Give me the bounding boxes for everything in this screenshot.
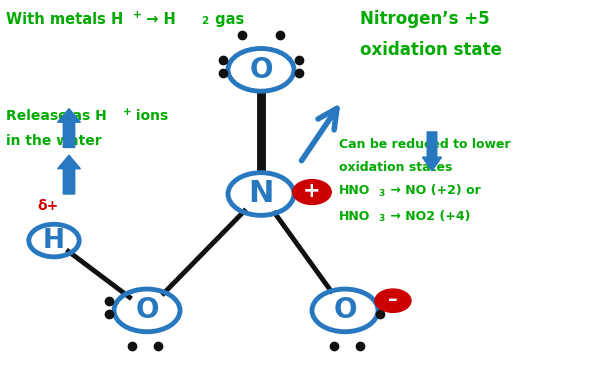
Text: 2: 2	[202, 16, 209, 26]
Circle shape	[293, 180, 331, 204]
Text: HNO: HNO	[339, 184, 370, 197]
Text: Release as H: Release as H	[6, 109, 107, 123]
Text: N: N	[248, 180, 274, 208]
Text: → NO2 (+4): → NO2 (+4)	[386, 210, 470, 223]
Text: –: –	[388, 291, 398, 309]
Text: +: +	[133, 10, 142, 20]
Text: δ+: δ+	[37, 199, 59, 213]
Text: Can be reduced to lower: Can be reduced to lower	[339, 138, 511, 151]
Text: oxidation states: oxidation states	[339, 161, 452, 174]
Circle shape	[375, 289, 411, 312]
Text: oxidation state: oxidation state	[360, 41, 502, 59]
Text: 3: 3	[378, 189, 384, 198]
Text: O: O	[333, 296, 357, 324]
Text: → NO (+2) or: → NO (+2) or	[386, 184, 481, 197]
Text: With metals H: With metals H	[6, 12, 123, 27]
Text: → H: → H	[141, 12, 176, 27]
Text: O: O	[135, 296, 159, 324]
Text: Nitrogen’s +5: Nitrogen’s +5	[360, 10, 490, 28]
Text: H: H	[43, 227, 65, 254]
Text: ions: ions	[131, 109, 168, 123]
Text: O: O	[249, 56, 273, 84]
Text: +: +	[303, 181, 321, 201]
Text: HNO: HNO	[339, 210, 370, 223]
Text: in the water: in the water	[6, 134, 101, 148]
Polygon shape	[58, 155, 80, 194]
Polygon shape	[422, 132, 442, 171]
Polygon shape	[58, 109, 80, 147]
Text: +: +	[123, 107, 132, 117]
Text: gas: gas	[210, 12, 244, 27]
Text: 3: 3	[378, 214, 384, 223]
